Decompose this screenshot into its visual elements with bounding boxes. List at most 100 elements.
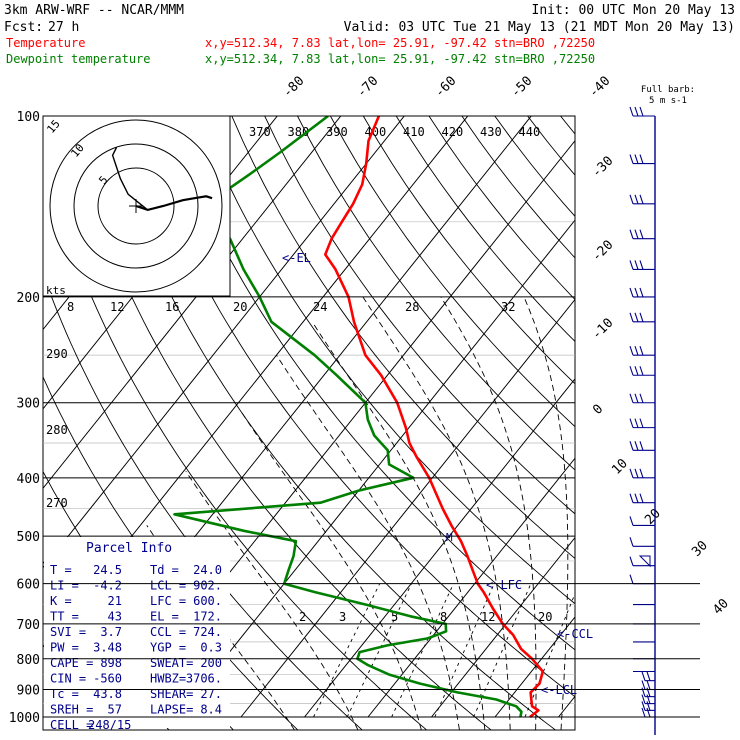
wind-barb-330 — [629, 418, 655, 429]
wind-barb-300 — [629, 393, 655, 404]
forecast-hours: 27 h — [48, 20, 79, 35]
lcl-marker: <-LCL — [541, 683, 577, 697]
isotherm-label--10: -10 — [589, 316, 616, 343]
isotherm-label--70: -70 — [354, 74, 381, 101]
wind-barb-520 — [629, 537, 655, 547]
barb-feather — [629, 441, 634, 451]
barb-feather — [629, 468, 634, 479]
barb-feather — [639, 312, 644, 322]
m-marker: M — [446, 531, 453, 544]
barb-feather — [639, 441, 644, 451]
barb-feather — [646, 707, 651, 718]
isotherm-label--60: -60 — [432, 74, 459, 101]
mixing-ratio-line-5 — [391, 583, 454, 718]
parcel-info-panel: Parcel Info T = 24.5 Td = 24.0 LI = -4.2 LCL =… — [44, 537, 230, 732]
wind-barb-180 — [629, 260, 655, 270]
isotherm--20 — [240, 298, 575, 718]
parcel-cell-r1c2: LCL = — [150, 579, 186, 593]
parcel-cell-r9c0: SREH = — [50, 703, 93, 717]
barb-feather — [634, 260, 639, 270]
isotherm--10 — [304, 378, 575, 718]
lower-ratio-label-20: 20 — [538, 610, 552, 624]
wind-barb-975 — [641, 701, 655, 711]
parcel-cell-r1c1: -4.2 — [93, 579, 122, 593]
wind-barbs — [629, 106, 656, 735]
parcel-cell-r7c0: CIN = — [50, 672, 86, 686]
barb-feather — [639, 229, 644, 239]
parcel-cell-r6c3: 200 — [200, 656, 222, 670]
parcel-cell-r6c1: 898 — [100, 656, 122, 670]
parcel-cell-r6c2: SWEAT= — [150, 656, 193, 670]
barb-pennant — [638, 555, 651, 568]
barb-feather — [629, 516, 634, 526]
mixing-ratio-line-12 — [473, 583, 532, 718]
parcel-cell-r9c2: LAPSE= — [150, 703, 193, 717]
parcel-cell-r7c3: 3706. — [186, 672, 222, 686]
hodograph-kts-label: kts — [46, 284, 66, 297]
upper-ratio-label-32: 32 — [501, 300, 515, 314]
parcel-cell-r0c0: T = — [50, 563, 72, 577]
parcel-cell-r1c0: LI = — [50, 579, 79, 593]
barb-feather — [634, 366, 639, 376]
barb-feather — [629, 418, 634, 428]
parcel-cell-r0c3: 24.0 — [193, 563, 222, 577]
barb-feather — [639, 154, 644, 164]
upper-ratio-label-8: 8 — [67, 300, 74, 314]
barb-feather — [629, 154, 634, 164]
parcel-cell-r2c0: K = — [50, 594, 72, 608]
theta-label-370: 370 — [249, 125, 271, 139]
barb-feather — [634, 418, 639, 428]
moist-adiabat-10 — [240, 411, 422, 730]
barb-feather — [634, 312, 639, 322]
wind-barb-120 — [629, 154, 655, 165]
dry-adiabat-300 — [99, 116, 556, 730]
wind-barb-100 — [629, 106, 655, 117]
temperature-legend-info: x,y=512.34, 7.83 lat,lon= 25.91, -97.42 … — [205, 36, 595, 50]
lower-ratio-label-2: 2 — [299, 610, 306, 624]
wind-barb-950 — [641, 694, 655, 705]
isotherm-label--20: -20 — [589, 238, 616, 265]
pressure-tick-100: 100 — [17, 110, 40, 125]
isotherm-label--80: -80 — [280, 74, 307, 101]
barb-feather — [629, 493, 634, 503]
pressure-tick-700: 700 — [17, 618, 40, 633]
wind-barb-480 — [629, 516, 655, 526]
barb-feather — [629, 312, 634, 322]
theta-label-410: 410 — [403, 125, 425, 139]
isotherm-label--40: -40 — [586, 74, 613, 101]
parcel-cell-r2c3: 600. — [193, 594, 222, 608]
moist-adiabat-16 — [276, 354, 460, 730]
isotherm-0 — [367, 457, 575, 718]
barb-feather — [639, 194, 644, 204]
barb-feather — [646, 694, 651, 704]
dry-adiabat-460 — [626, 116, 740, 730]
hodograph-upper-trace — [111, 147, 149, 211]
wind-barb-250 — [629, 345, 655, 356]
upper-ratio-label-28: 28 — [405, 300, 419, 314]
parcel-cell-r0c2: Td = — [150, 563, 179, 577]
barb-feather — [634, 468, 639, 479]
parcel-cell-r4c0: SVI = — [50, 625, 86, 639]
barb-feather — [629, 229, 634, 239]
barb-feather — [641, 701, 646, 711]
parcel-info-rows: T = 24.5 Td = 24.0 LI = -4.2 LCL = 902. K = 21 LFC… — [50, 563, 222, 732]
isotherm-label--30: -30 — [589, 154, 616, 181]
parcel-cell-r9c1: 57 — [108, 703, 122, 717]
isotherm-label-0: 0 — [590, 402, 606, 418]
parcel-info-title: Parcel Info — [86, 541, 172, 556]
dry-adiabat-320 — [165, 116, 575, 651]
dry-adiabat-470 — [659, 116, 740, 730]
parcel-cell-r10c0: CELL = — [50, 718, 93, 732]
wind-barb-870 — [641, 671, 655, 682]
init-time: Init: 00 UTC Mon 20 May 13 — [532, 3, 736, 18]
lower-ratio-label-8: 8 — [440, 610, 447, 624]
parcel-cell-r5c3: 0.3 — [200, 641, 222, 655]
parcel-cell-r3c0: TT = — [50, 610, 79, 624]
barb-feather — [634, 287, 639, 298]
theta-label-440: 440 — [519, 125, 541, 139]
dry-adiabat-360 — [297, 116, 575, 471]
isotherm-10 — [431, 536, 575, 718]
dry-adiabat-370 — [330, 116, 575, 428]
parcel-cell-r4c3: 724. — [193, 625, 222, 639]
dewpoint-legend-info: x,y=512.34, 7.83 lat,lon= 25.91, -97.42 … — [205, 52, 595, 66]
